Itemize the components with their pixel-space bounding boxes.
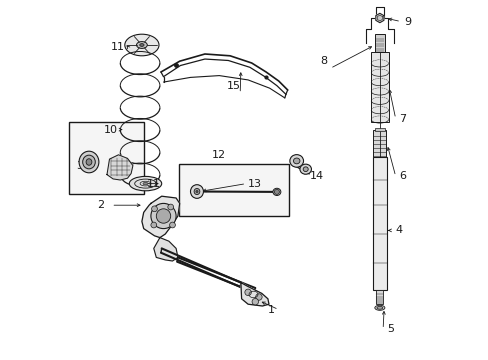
Text: 15: 15 (226, 81, 240, 91)
Text: 6: 6 (399, 171, 406, 181)
Ellipse shape (124, 34, 159, 56)
Ellipse shape (272, 188, 280, 195)
Ellipse shape (194, 189, 200, 194)
Circle shape (169, 222, 175, 228)
Circle shape (244, 289, 251, 296)
Circle shape (151, 203, 176, 229)
Ellipse shape (190, 185, 203, 198)
Bar (179, 164, 288, 216)
Text: 2: 2 (97, 200, 104, 210)
Text: 4: 4 (395, 225, 402, 235)
Polygon shape (153, 238, 178, 261)
Text: 5: 5 (386, 324, 393, 334)
Ellipse shape (140, 44, 144, 46)
Ellipse shape (376, 306, 382, 309)
Text: 12: 12 (212, 150, 226, 160)
Bar (374, 34, 384, 52)
Bar (375, 290, 383, 304)
Bar (372, 157, 386, 290)
Circle shape (156, 209, 170, 223)
Ellipse shape (289, 155, 303, 167)
Polygon shape (241, 283, 268, 306)
Text: 11: 11 (146, 179, 161, 189)
Circle shape (151, 222, 156, 228)
Text: 11: 11 (111, 42, 124, 52)
Ellipse shape (196, 190, 198, 193)
Ellipse shape (299, 164, 311, 174)
Polygon shape (375, 13, 383, 23)
Ellipse shape (293, 158, 299, 164)
Ellipse shape (82, 155, 95, 169)
Bar (69, 122, 144, 194)
Ellipse shape (79, 151, 99, 173)
Ellipse shape (136, 42, 147, 49)
Ellipse shape (303, 167, 307, 172)
Circle shape (251, 298, 258, 305)
Bar (373, 130, 386, 157)
Text: 7: 7 (399, 114, 406, 124)
Bar (374, 128, 384, 131)
Text: 14: 14 (309, 171, 323, 181)
Ellipse shape (86, 159, 92, 165)
Text: 8: 8 (320, 56, 326, 66)
Circle shape (255, 294, 262, 300)
Circle shape (167, 204, 173, 210)
Bar (370, 52, 387, 122)
Ellipse shape (142, 183, 148, 185)
Text: 9: 9 (404, 17, 411, 27)
Ellipse shape (374, 305, 384, 310)
Circle shape (274, 189, 279, 194)
Text: 3: 3 (76, 161, 83, 171)
Circle shape (151, 206, 157, 212)
Polygon shape (107, 155, 133, 180)
Ellipse shape (129, 176, 162, 191)
Text: 13: 13 (248, 179, 262, 189)
Text: 1: 1 (267, 305, 274, 315)
Text: 10: 10 (103, 125, 117, 135)
Polygon shape (142, 196, 179, 238)
